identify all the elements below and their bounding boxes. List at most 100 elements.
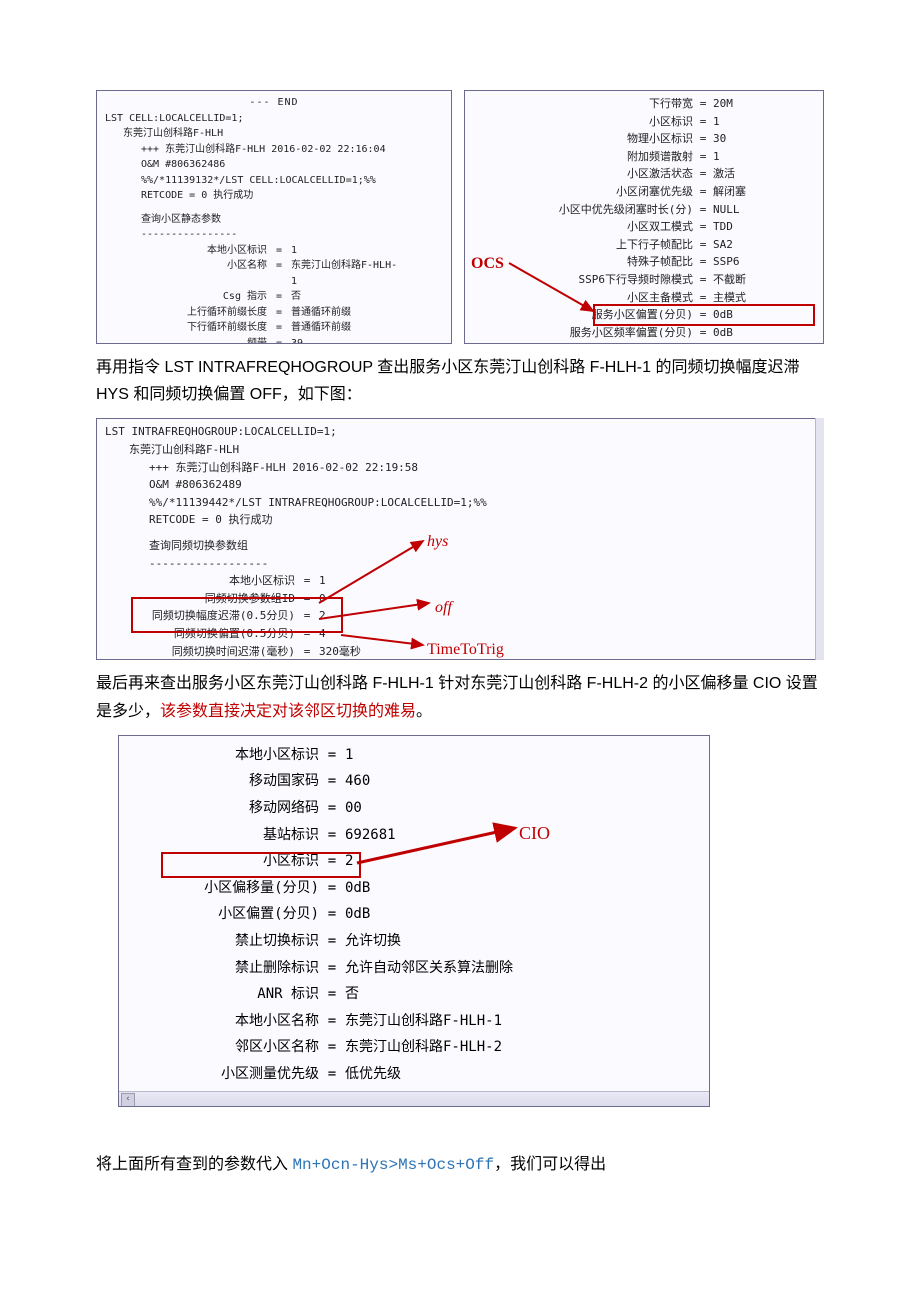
kv-key: 本地小区标识 [129,742,319,769]
kv-eq: = [319,875,345,902]
kv-eq: = [319,768,345,795]
kv-val: 解闭塞 [713,183,809,201]
kv-eq: = [273,289,285,305]
kv-eq: = [273,305,285,321]
panel3-hscroll[interactable]: ‹ [119,1091,709,1106]
kv-eq: = [693,95,713,113]
kv-key: 小区双工模式 [473,218,693,236]
kv-eq: = [319,742,345,769]
panel2-vscroll[interactable] [815,418,824,660]
kv-row: ANR 标识=否 [129,981,699,1008]
kv-row: 小区偏移量(分贝)=0dB [129,875,699,902]
kv-val: 普通循环前缀 [291,320,403,336]
sect-title: 查询同频切换参数组 [105,537,815,555]
panel1-right: 下行带宽=20M小区标识=1物理小区标识=30附加频谱散射=1小区激活状态=激活… [464,90,824,344]
plus-line: +++ 东莞汀山创科路F-HLH 2016-02-02 22:16:04 [105,142,443,158]
kv-key: 小区激活状态 [473,165,693,183]
oam-line: O&M #806362489 [105,476,815,494]
kv-eq: = [693,148,713,166]
kv-key: 下行带宽 [473,95,693,113]
kv-val: 激活 [713,165,809,183]
kv-eq: = [273,258,285,289]
kv-val: SA2 [713,236,809,254]
kv-val: 460 [345,768,699,795]
kv-val: 主模式 [713,289,809,307]
kv-val: 1 [713,148,809,166]
panel1-left: --- END LST CELL:LOCALCELLID=1; 东莞汀山创科路F… [96,90,452,344]
kv-eq: = [693,306,713,324]
sect-title: 查询小区静态参数 [105,212,443,228]
ret-line: RETCODE = 0 执行成功 [105,511,815,529]
kv-row: 禁止切换标识=允许切换 [129,928,699,955]
kv-val: 30 [713,130,809,148]
kv-eq: = [693,218,713,236]
kv-row: 小区测量优先级=低优先级 [129,1061,699,1088]
kv-val: 1 [345,742,699,769]
site-line: 东莞汀山创科路F-HLH [105,441,815,459]
scroll-left-icon[interactable]: ‹ [121,1093,135,1107]
kv-row: 上行循环前缀长度=普通循环前缀 [105,305,443,321]
kv-eq: = [693,183,713,201]
kv-val: 1 [319,572,399,590]
kv-eq: = [693,324,713,342]
kv-val: 否 [345,981,699,1008]
kv-key: 基站标识 [129,822,319,849]
kv-key: 邻区小区名称 [129,1034,319,1061]
kv-row: 移动网络码=00 [129,795,699,822]
kv-eq: = [301,643,313,660]
kv-eq: = [693,201,713,219]
pct-line: %%/*11139442*/LST INTRAFREQHOGROUP:LOCAL… [105,494,815,512]
ret-line: RETCODE = 0 执行成功 [105,188,443,204]
kv-row: 邻区小区名称=东莞汀山创科路F-HLH-2 [129,1034,699,1061]
kv-row: 基站标识=692681 [129,822,699,849]
kv-eq: = [693,271,713,289]
kv-key: 本地小区标识 [105,572,295,590]
kv-val: 39 [291,336,403,345]
plus-line: +++ 东莞汀山创科路F-HLH 2016-02-02 22:19:58 [105,459,815,477]
kv-eq: = [693,130,713,148]
kv-eq: = [319,1008,345,1035]
kv-row: 频带=39 [105,336,443,345]
kv-val: 不截断 [713,271,809,289]
kv-key: 附加频谱散射 [473,148,693,166]
site-line: 东莞汀山创科路F-HLH [105,126,443,142]
kv-val: 否 [291,289,403,305]
kv-eq: = [319,1034,345,1061]
kv-val: 0dB [345,901,699,928]
kv-row: 下行循环前缀长度=普通循环前缀 [105,320,443,336]
kv-key: 小区主备模式 [473,289,693,307]
kv-val: 1 [713,113,809,131]
panel3: 本地小区标识=1移动国家码=460移动网络码=00基站标识=692681小区标识… [118,735,710,1107]
body-text-3: 将上面所有查到的参数代入 Mn+Ocn-Hys>Ms+Ocs+Off，我们可以得… [96,1151,824,1179]
kv-key: 同频切换参数组ID [105,590,295,608]
kv-row: 同频切换幅度迟滞(0.5分贝)=2 [105,607,815,625]
kv-eq: = [319,848,345,875]
pct-line: %%/*11139132*/LST CELL:LOCALCELLID=1;%% [105,173,443,189]
kv-eq: = [301,607,313,625]
kv-row: 本地小区标识=1 [129,742,699,769]
panel1: --- END LST CELL:LOCALCELLID=1; 东莞汀山创科路F… [96,90,824,344]
kv-key: 小区测量优先级 [129,1061,319,1088]
kv-val: SSP6 [713,253,809,271]
kv-eq: = [319,928,345,955]
kv-key: 特殊子帧配比 [473,253,693,271]
body-text-1: 再用指令 LST INTRAFREQHOGROUP 查出服务小区东莞汀山创科路 … [96,354,824,408]
kv-key: SSP6下行导频时隙模式 [473,271,693,289]
kv-val: 普通循环前缀 [291,305,403,321]
kv-row: 物理小区标识=30 [473,130,809,148]
kv-val: 2 [345,848,699,875]
kv-key: 上下行子帧配比 [473,236,693,254]
kv-row: 同频切换参数组ID=0 [105,590,815,608]
kv-row: 小区双工模式=TDD [473,218,809,236]
kv-key: 小区偏移量(分贝) [129,875,319,902]
kv-val: 4 [319,625,399,643]
kv-key: 服务小区频率偏置(分贝) [473,324,693,342]
kv-row: 小区名称=东莞汀山创科路F-HLH-1 [105,258,443,289]
kv-eq: = [693,253,713,271]
text2c: 。 [416,703,432,720]
kv-key: 小区偏置(分贝) [129,901,319,928]
kv-key: 小区名称 [117,258,267,289]
kv-row: 本地小区名称=东莞汀山创科路F-HLH-1 [129,1008,699,1035]
kv-key: 小区标识 [129,848,319,875]
kv-eq: = [693,113,713,131]
